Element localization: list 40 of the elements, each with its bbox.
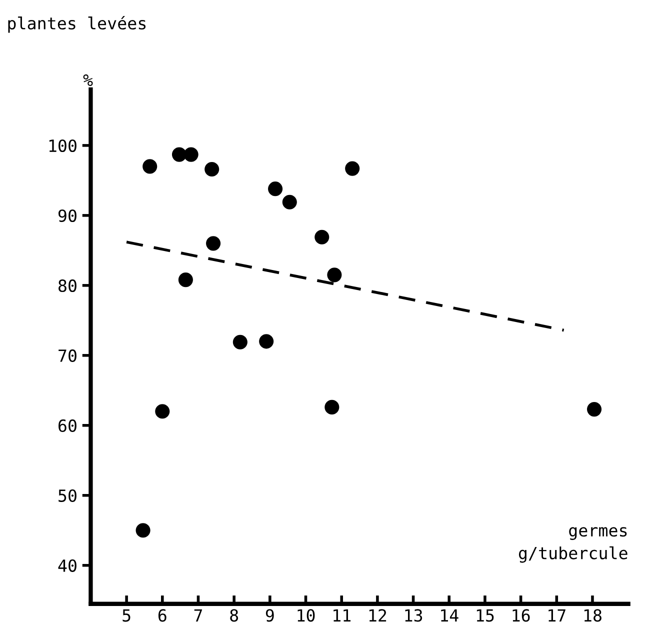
point	[204, 162, 220, 177]
x-tick-label: 16	[512, 609, 530, 622]
y-axis-title: plantes levées	[8, 16, 146, 33]
x-tick-label: 15	[476, 609, 494, 622]
point	[268, 182, 283, 196]
point	[586, 402, 602, 417]
point	[184, 147, 198, 162]
x-tick-label: 6	[158, 609, 166, 622]
y-tick-label: 100	[49, 139, 76, 152]
point	[345, 161, 360, 176]
point	[155, 404, 170, 419]
x-tick-label: 18	[584, 609, 602, 622]
point	[206, 236, 221, 251]
point	[142, 159, 158, 174]
x-tick-label: 11	[334, 609, 351, 622]
point	[327, 268, 342, 282]
point	[314, 230, 330, 244]
y-tick-label: 70	[58, 349, 76, 362]
x-tick-label: 5	[122, 609, 130, 622]
x-tick-label: 10	[298, 609, 315, 622]
x-axis-title: germes g/tubercule	[518, 527, 628, 563]
point	[259, 334, 274, 349]
text: %	[83, 74, 93, 86]
y-tick-label: 60	[58, 419, 76, 432]
x-tick-label: 17	[548, 609, 566, 622]
point	[324, 400, 340, 414]
y-tick-label: 90	[58, 209, 76, 222]
x-tick-label: 13	[405, 609, 422, 622]
x-tick-label: 7	[194, 609, 202, 622]
x-tick-label: 12	[369, 609, 386, 622]
x-tick-label: 9	[266, 609, 274, 622]
point	[232, 334, 248, 350]
point	[178, 272, 193, 288]
y-tick-label: 80	[58, 279, 76, 292]
point	[282, 194, 297, 210]
point	[136, 523, 150, 538]
x-tick-label: 14	[441, 609, 458, 622]
y-tick-label: 50	[58, 489, 76, 502]
x-tick-label: 8	[230, 609, 238, 622]
y-tick-label: 40	[58, 559, 76, 572]
